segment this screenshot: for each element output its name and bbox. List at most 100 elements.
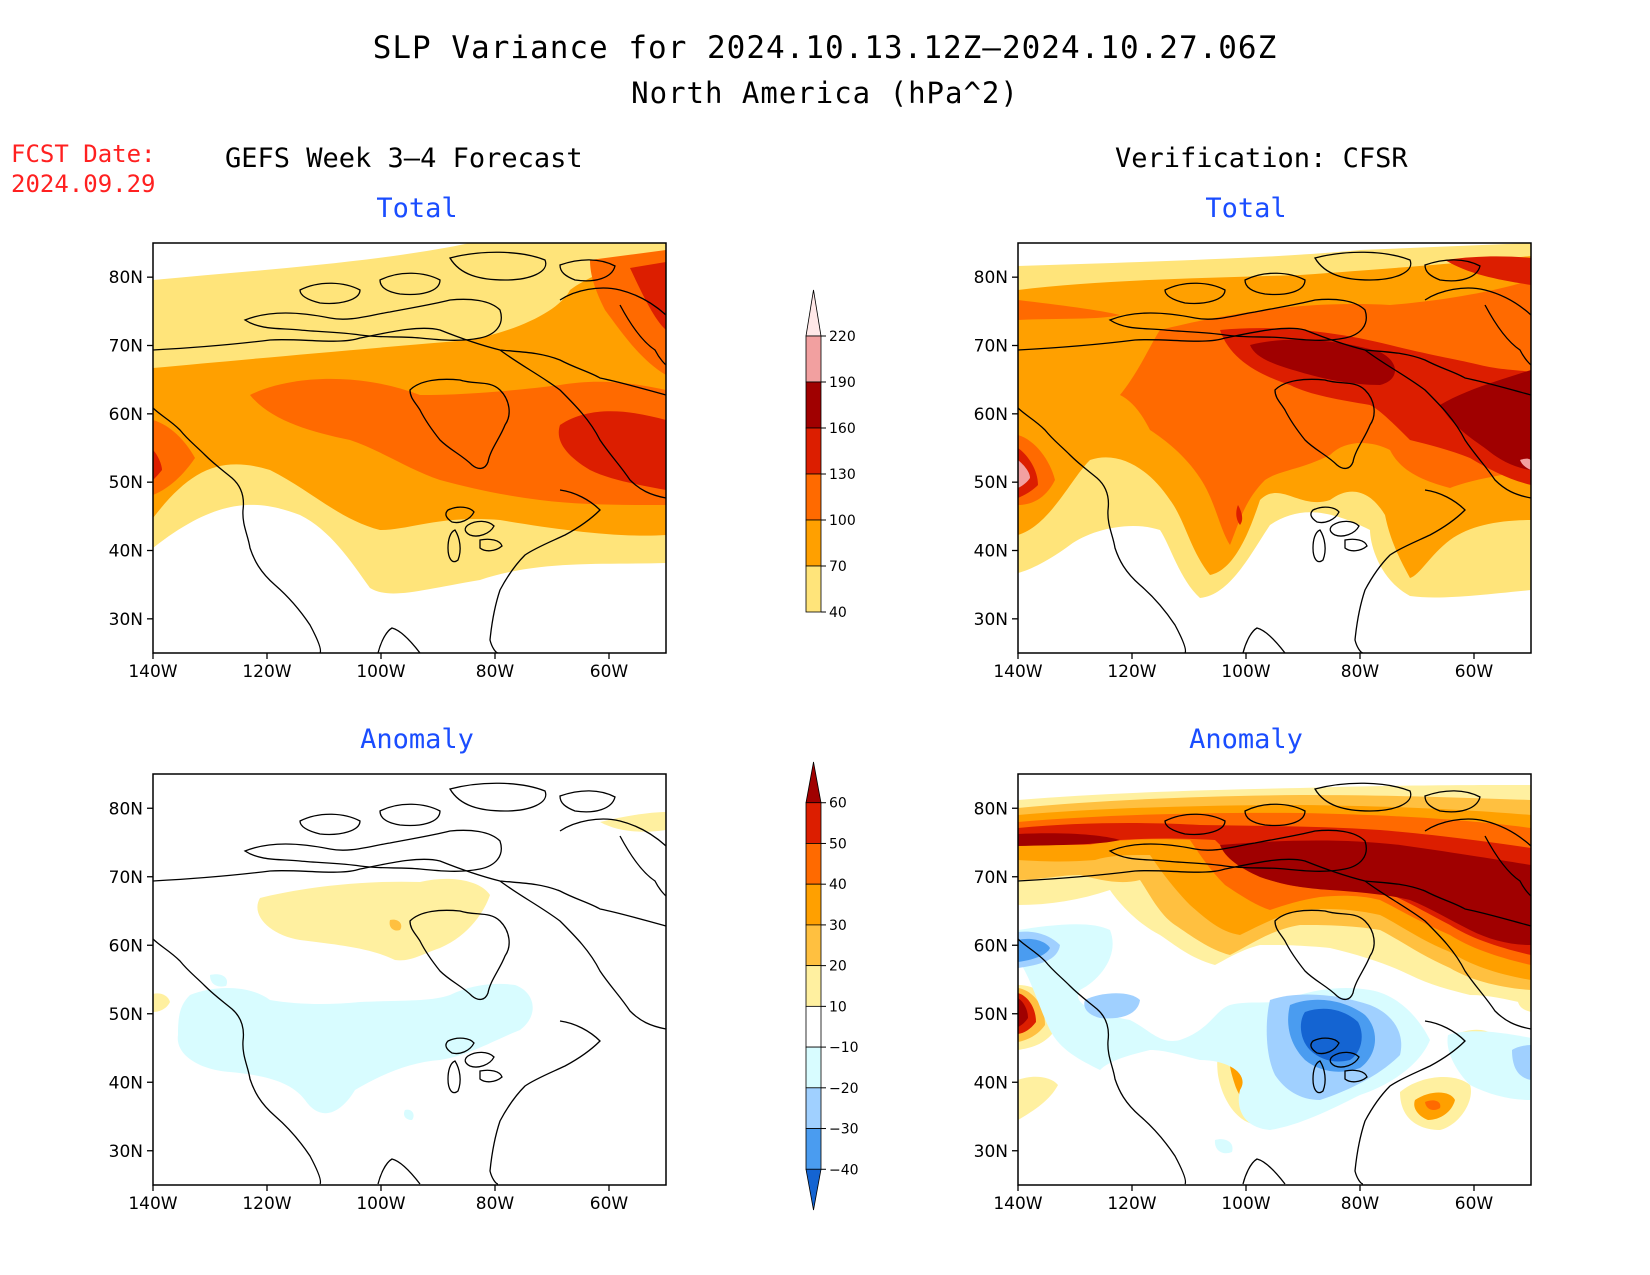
colorbar-bin	[805, 1087, 822, 1129]
colorbar-label: 130	[829, 467, 856, 483]
colorbar-label: −10	[829, 1040, 859, 1056]
colorbar-bin	[805, 473, 822, 521]
total-colorbar: 220 190 160 130 100 70 40	[805, 289, 856, 621]
colorbar-label: 160	[829, 421, 856, 437]
lon-tick-label: 80W	[476, 662, 515, 682]
lat-tick-label: 80N	[974, 268, 1008, 288]
lat-tick-label: 60N	[109, 405, 143, 425]
lon-tick-label: 120W	[242, 662, 291, 682]
lon-tick-label: 60W	[1455, 662, 1494, 682]
panel-title-forecast-anomaly: Anomaly	[360, 724, 474, 755]
colorbar-bin	[805, 802, 822, 844]
colorbar-triangle-top	[805, 289, 822, 337]
lon-tick-label: 60W	[590, 1194, 629, 1214]
colorbar-label: 40	[829, 877, 847, 893]
axis-ticks-and-labels: 80N 70N 60N 50N 40N 30N 140W 120W 100W 80W 60W 80N 7…	[109, 268, 1494, 1214]
anomaly-colorbar: 60 50 40 30 20 10 −10 −20 −30 −40	[805, 761, 859, 1211]
fcst-date-value: 2024.09.29	[11, 170, 156, 198]
lat-tick-label: 50N	[974, 1005, 1008, 1025]
lat-tick-label: 30N	[109, 610, 143, 630]
forecast-anomaly-field	[153, 774, 666, 1185]
lat-tick-label: 60N	[974, 936, 1008, 956]
colorbar-label: 10	[829, 999, 847, 1015]
lat-tick-label: 40N	[109, 542, 143, 562]
colorbar-bin	[805, 335, 822, 383]
lat-tick-label: 70N	[109, 337, 143, 357]
frame-verification-total	[1017, 242, 1532, 654]
lat-tick-label: 80N	[974, 799, 1008, 819]
colorbar-label: 30	[829, 918, 847, 934]
colorbar-label: 190	[829, 375, 856, 391]
colorbar-label: 100	[829, 513, 856, 529]
colorbar-label: 40	[829, 605, 847, 621]
lat-tick-label: 70N	[109, 868, 143, 888]
colorbar-bin	[805, 843, 822, 885]
colorbar-bin	[805, 965, 822, 1007]
colorbar-bin	[805, 381, 822, 429]
panel-title-verification-total: Total	[1205, 193, 1287, 224]
lon-tick-label: 140W	[993, 1194, 1042, 1214]
lat-tick-label: 30N	[109, 1142, 143, 1162]
lon-tick-label: 120W	[1107, 662, 1156, 682]
fcst-date-label: FCST Date:	[11, 140, 156, 168]
colorbar-bin	[805, 924, 822, 967]
lat-tick-label: 80N	[109, 799, 143, 819]
forecast-total-field	[153, 243, 666, 653]
subtitle: North America (hPa^2)	[631, 76, 1019, 110]
lon-tick-label: 140W	[993, 662, 1042, 682]
colorbar-label: 50	[829, 836, 847, 852]
panel-title-forecast-total: Total	[376, 193, 458, 224]
colorbar-label: 20	[829, 959, 847, 975]
colorbar-triangle-top	[805, 761, 822, 804]
lon-tick-label: 80W	[476, 1194, 515, 1214]
lat-tick-label: 60N	[109, 936, 143, 956]
frame-forecast-anomaly	[152, 773, 667, 1186]
lon-tick-label: 120W	[1107, 1194, 1156, 1214]
panel-title-verification-anomaly: Anomaly	[1189, 724, 1303, 755]
lon-tick-label: 60W	[590, 662, 629, 682]
lat-tick-label: 70N	[974, 868, 1008, 888]
lat-tick-label: 30N	[974, 610, 1008, 630]
lat-tick-label: 50N	[974, 473, 1008, 493]
lon-tick-label: 80W	[1341, 662, 1380, 682]
lon-tick-label: 120W	[242, 1194, 291, 1214]
colorbar-label: −40	[829, 1162, 859, 1178]
colorbar-triangle-bottom	[805, 1168, 822, 1211]
lon-tick-label: 100W	[356, 1194, 405, 1214]
main-title: SLP Variance for 2024.10.13.12Z–2024.10.…	[372, 30, 1278, 66]
lat-tick-label: 50N	[109, 1005, 143, 1025]
colorbar-bin	[805, 1005, 822, 1048]
colorbar-label: 70	[829, 559, 847, 575]
lat-tick-label: 40N	[974, 542, 1008, 562]
colorbar-bin	[805, 883, 822, 926]
colorbar-label: 220	[829, 329, 856, 345]
colorbar-bin	[805, 565, 822, 613]
forecast-column-header: GEFS Week 3–4 Forecast	[225, 143, 583, 174]
lat-tick-label: 40N	[974, 1073, 1008, 1093]
lon-tick-label: 100W	[356, 662, 405, 682]
colorbar-bin	[805, 1128, 822, 1170]
verification-anomaly-field	[1018, 774, 1531, 1185]
colorbar-label: 60	[829, 796, 847, 812]
lat-tick-label: 60N	[974, 405, 1008, 425]
frame-forecast-total	[152, 242, 667, 654]
lat-tick-label: 30N	[974, 1142, 1008, 1162]
lat-tick-label: 50N	[109, 473, 143, 493]
verification-column-header: Verification: CFSR	[1115, 143, 1408, 174]
colorbar-label: −30	[829, 1122, 859, 1138]
lon-tick-label: 80W	[1341, 1194, 1380, 1214]
lon-tick-label: 100W	[1221, 1194, 1270, 1214]
lon-tick-label: 100W	[1221, 662, 1270, 682]
lat-tick-label: 80N	[109, 268, 143, 288]
lon-tick-label: 140W	[128, 662, 177, 682]
colorbar-bin	[805, 427, 822, 475]
lat-tick-label: 70N	[974, 337, 1008, 357]
lat-tick-label: 40N	[109, 1073, 143, 1093]
frame-verification-anomaly	[1017, 773, 1532, 1186]
lon-tick-label: 60W	[1455, 1194, 1494, 1214]
colorbar-bin	[805, 519, 822, 567]
colorbar-label: −20	[829, 1081, 859, 1097]
colorbar-bin	[805, 1046, 822, 1089]
lon-tick-label: 140W	[128, 1194, 177, 1214]
